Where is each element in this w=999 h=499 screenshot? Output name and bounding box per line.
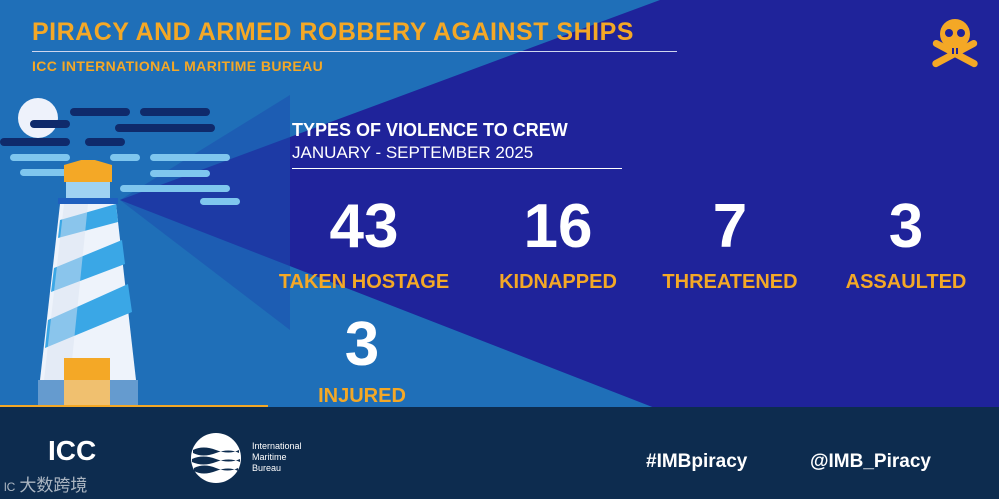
imb-waves-logo (191, 433, 241, 483)
stat-label: KIDNAPPED (499, 271, 617, 293)
stat-label: TAKEN HOSTAGE (278, 271, 450, 293)
stat-label: INJURED (318, 385, 406, 407)
icc-logo: ICC (48, 435, 96, 467)
footer-bar (0, 407, 999, 499)
icc-logo-text: ICC (48, 435, 97, 466)
imb-line-1: International (252, 441, 302, 451)
light-beam-panel (0, 0, 660, 410)
lighthouse-illustration (38, 160, 138, 410)
moon-icon (18, 98, 58, 138)
stat-label: ASSAULTED (845, 271, 967, 293)
title-divider (32, 51, 677, 52)
twitter-handle-link[interactable]: @IMB_Piracy (810, 451, 931, 472)
stat-injured: 3 INJURED (292, 314, 432, 408)
imb-line-3: Bureau (252, 463, 282, 473)
stat-threatened: 7 THREATENED (650, 196, 810, 294)
imb-line-2: Maritime (252, 452, 287, 462)
stat-value: 43 (329, 192, 399, 261)
stat-label: THREATENED (662, 271, 798, 293)
page-subtitle: ICC INTERNATIONAL MARITIME BUREAU (32, 58, 324, 74)
stat-assaulted: 3 ASSAULTED (830, 196, 982, 294)
section-title: TYPES OF VIOLENCE TO CREW (292, 120, 568, 140)
stat-taken-hostage: 43 TAKEN HOSTAGE (264, 196, 464, 294)
page-title: PIRACY AND ARMED ROBBERY AGAINST SHIPS (32, 18, 634, 46)
stat-value: 3 (888, 192, 924, 261)
watermark-text: 大数跨境 (19, 476, 88, 495)
skull-crossbones-icon (932, 19, 978, 68)
imb-logo-text: International Maritime Bureau (252, 441, 302, 474)
watermark: lC 大数跨境 (4, 476, 88, 495)
beam-shadow (120, 95, 290, 330)
section-period: JANUARY - SEPTEMBER 2025 (292, 143, 534, 162)
stat-kidnapped: 16 KIDNAPPED (478, 196, 638, 294)
section-divider (292, 168, 622, 169)
stat-value: 3 (344, 310, 380, 379)
stat-value: 7 (712, 192, 748, 261)
hashtag-link[interactable]: #IMBpiracy (646, 451, 748, 472)
stat-value: 16 (523, 192, 593, 261)
dark-clouds (0, 108, 215, 146)
